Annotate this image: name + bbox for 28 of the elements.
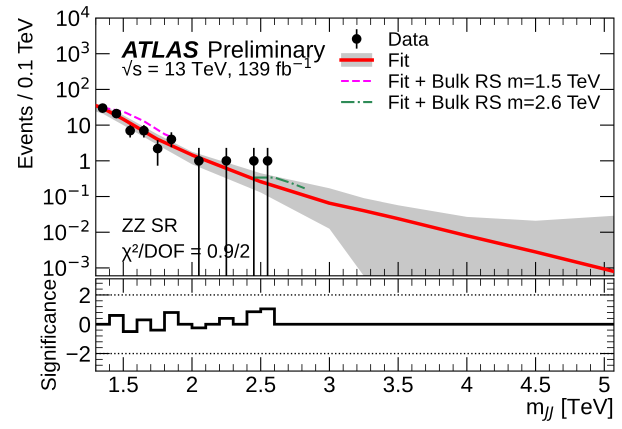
y-tick-label: 2 [80,287,90,304]
y-tick-label: 1 [80,154,90,169]
x-tick-label: 2.5 [246,376,276,392]
y-axis-title: Events / 0.1 TeV [17,18,33,168]
y-tick-label: 0 [79,316,90,333]
x-axis-title: m$_{JJ}$ [TeV] [527,398,612,421]
legend-label: Fit + Bulk RS m=2.6 TeV [389,94,600,110]
legend-label: Fit [389,52,410,67]
y-tick-label: 10$^{−1}$ [44,184,89,205]
x-tick-label: 4.5 [520,376,550,392]
x-tick-label: 5 [599,376,610,392]
y-tick-label: 10$^{3}$ [57,42,89,62]
annotation: ZZ SR [122,218,177,232]
y-tick-label: 10 [68,118,90,134]
x-tick-label: 1.5 [110,376,138,392]
y-tick-label: −2 [66,346,90,362]
legend-label: Data [389,32,429,46]
x-tick-label: 2 [186,376,198,392]
x-tick-label: 3.5 [384,376,413,392]
annotation: ATLAS [121,41,198,58]
y-tick-label: 10$^{4}$ [57,6,90,26]
y-tick-label: 10$^{−3}$ [44,256,89,276]
legend-label: Fit + Bulk RS m=1.5 TeV [389,74,600,88]
y-axis-title: Significance [40,280,60,390]
y-tick-label: 10$^{2}$ [57,77,89,98]
x-tick-label: 4 [461,376,472,392]
y-tick-label: 10$^{−2}$ [44,220,89,240]
x-tick-label: 3 [324,376,335,392]
